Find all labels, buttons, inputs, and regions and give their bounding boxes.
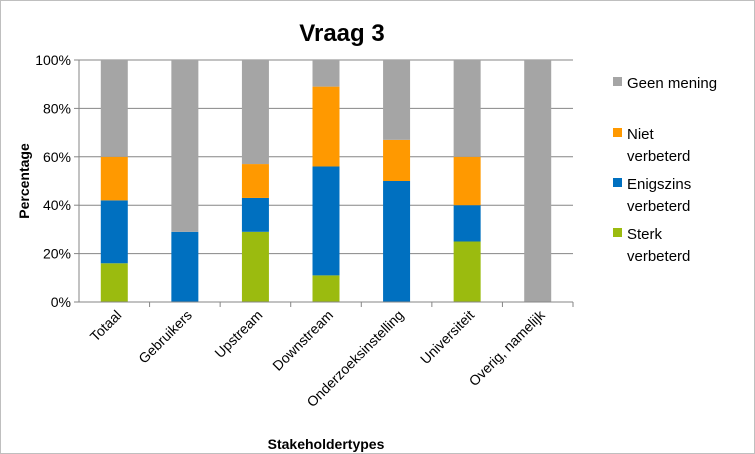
- bar-segment: [100, 200, 128, 264]
- bar-segment: [383, 60, 411, 140]
- bar-segment: [241, 164, 269, 198]
- bar-segment: [524, 60, 552, 302]
- legend-swatch: [613, 228, 622, 237]
- bar-segment: [453, 241, 481, 302]
- bar-segment: [383, 139, 411, 181]
- legend-swatch: [613, 77, 622, 86]
- bar-segment: [453, 156, 481, 206]
- y-tick-label: 80%: [43, 100, 71, 116]
- y-tick-label: 0%: [51, 294, 71, 310]
- bar-segment: [100, 263, 128, 302]
- bar-segment: [312, 166, 340, 276]
- bar-segment: [171, 60, 199, 232]
- legend-entry: Geen mening: [627, 75, 717, 92]
- bar-segment: [241, 60, 269, 165]
- bar-segment: [312, 275, 340, 302]
- legend-entry: Niet verbeterd: [627, 126, 690, 165]
- bar-segment: [241, 231, 269, 302]
- bars-layer: [100, 60, 552, 302]
- legend-swatch: [613, 128, 622, 137]
- bar-segment: [100, 156, 128, 201]
- y-axis-label: Percentage: [16, 143, 32, 219]
- bar-segment: [383, 181, 411, 302]
- legend-entry: Sterk verbeterd: [627, 226, 690, 265]
- x-axis-label: Stakeholdertypes: [268, 436, 385, 452]
- bar-segment: [312, 86, 340, 167]
- bar-segment: [453, 60, 481, 157]
- chart-title: Vraag 3: [299, 20, 384, 47]
- bar-segment: [453, 205, 481, 242]
- y-tick-label: 40%: [43, 197, 71, 213]
- y-tick-label: 20%: [43, 246, 71, 262]
- bar-segment: [171, 231, 199, 302]
- legend-swatch: [613, 178, 622, 187]
- bar-segment: [241, 197, 269, 232]
- bar-segment: [100, 60, 128, 157]
- y-tick-label: 100%: [35, 52, 71, 68]
- legend: Geen mening Niet verbeterd Enigszins verbete…: [613, 75, 717, 265]
- legend-entry: Enigszins verbeterd: [627, 176, 691, 215]
- bar-segment: [312, 60, 340, 87]
- y-tick-label: 60%: [43, 149, 71, 165]
